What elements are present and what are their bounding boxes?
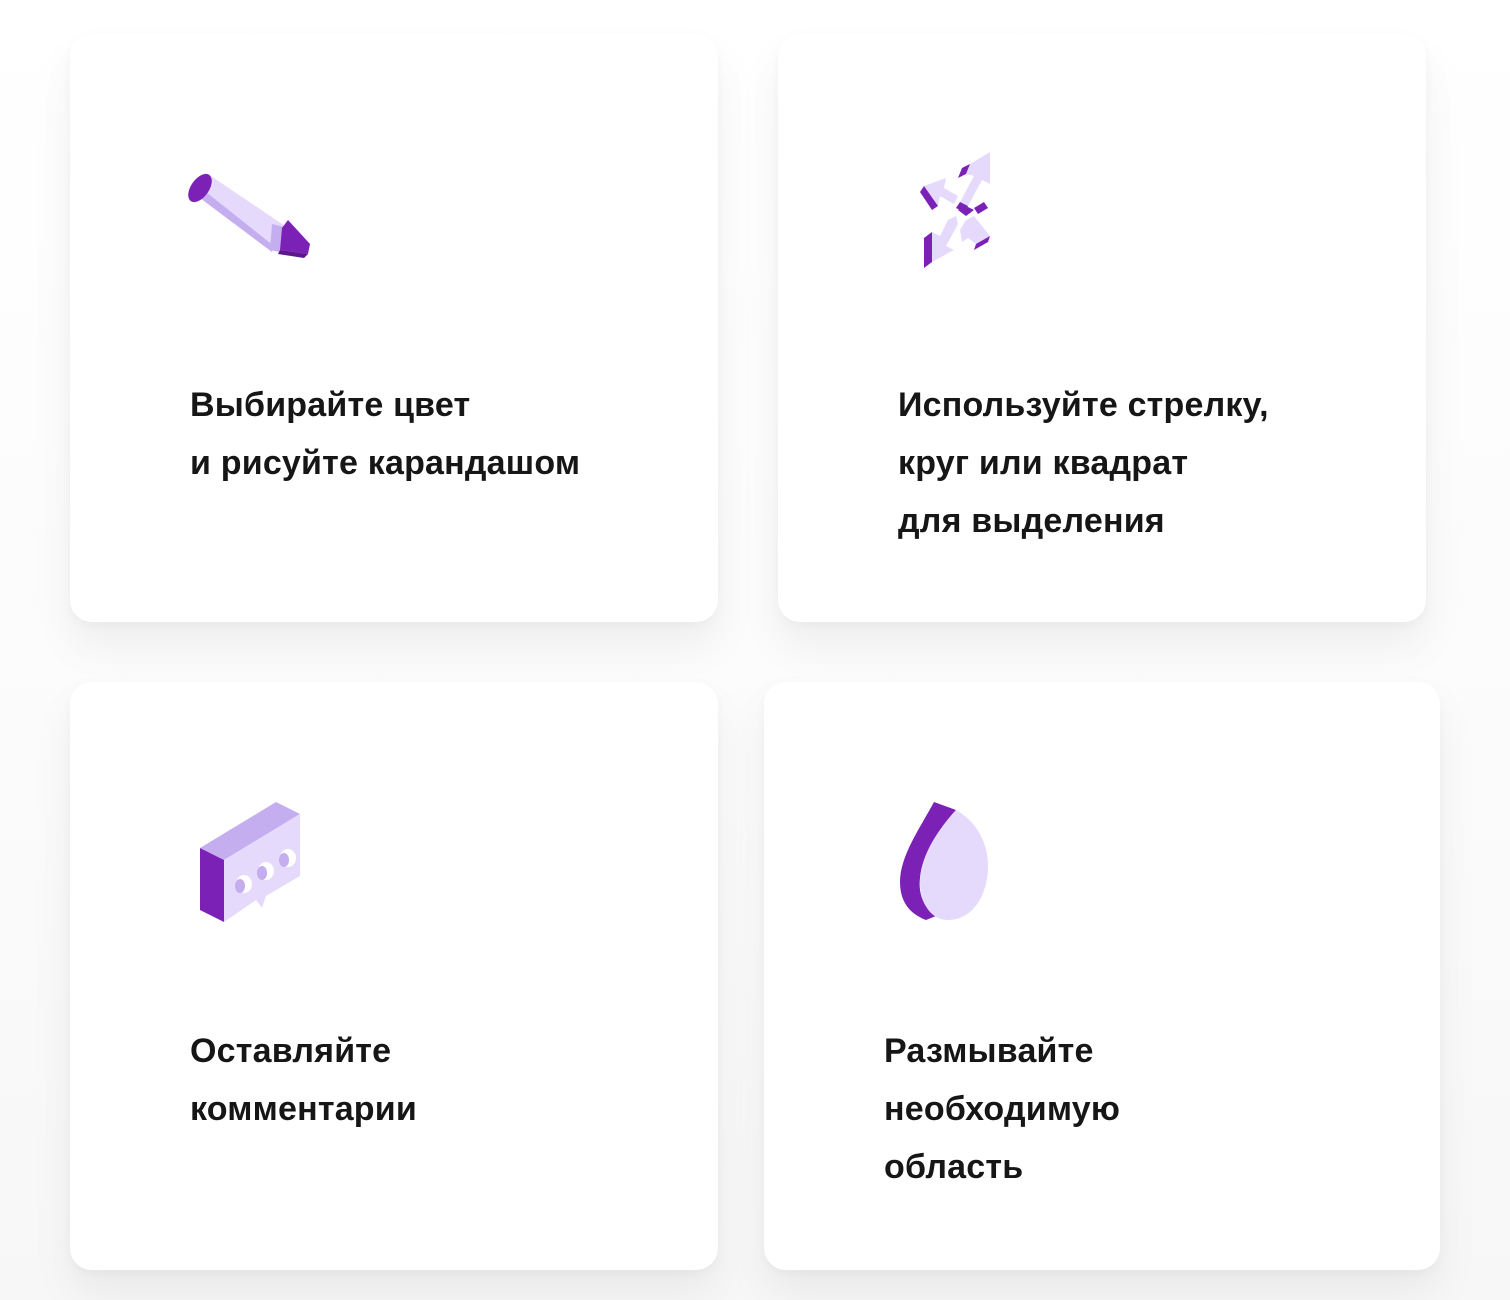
card-text-line: Выбирайте цвет <box>190 386 471 424</box>
card-text-line: область <box>884 1148 1024 1186</box>
card-text-line: комментарии <box>190 1090 417 1128</box>
card-text-line: необходимую <box>884 1090 1121 1128</box>
comment-bubble-icon <box>200 802 300 922</box>
feature-card-pencil: Выбирайте цвет и рисуйте карандашом <box>70 34 718 622</box>
blur-drop-icon <box>900 802 988 920</box>
feature-card-blur: Размывайте необходимую область <box>764 682 1440 1270</box>
arrows-icon <box>920 152 990 268</box>
pencil-icon <box>188 173 310 258</box>
card-text: Размывайте необходимую область <box>884 1022 1120 1196</box>
card-text-line: Используйте стрелку, <box>898 386 1269 424</box>
card-text: Выбирайте цвет и рисуйте карандашом <box>190 376 580 492</box>
card-text-line: Размывайте <box>884 1032 1094 1070</box>
card-text-line: для выделения <box>898 502 1165 540</box>
card-text: Оставляйте комментарии <box>190 1022 417 1138</box>
card-text-line: Оставляйте <box>190 1032 392 1070</box>
feature-card-arrows: Используйте стрелку, круг или квадрат дл… <box>778 34 1426 622</box>
feature-card-comments: Оставляйте комментарии <box>70 682 718 1270</box>
card-text: Используйте стрелку, круг или квадрат дл… <box>898 376 1269 550</box>
card-text-line: круг или квадрат <box>898 444 1189 482</box>
card-text-line: и рисуйте карандашом <box>190 444 581 482</box>
